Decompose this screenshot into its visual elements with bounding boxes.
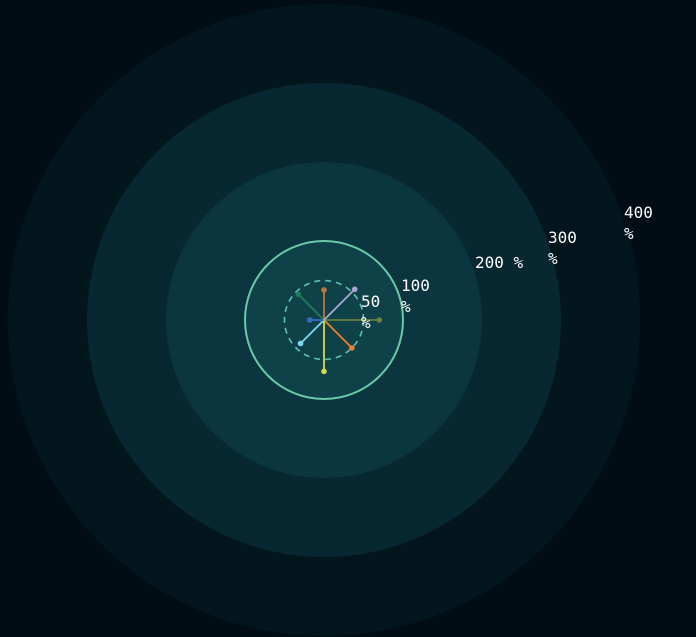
ring-label-unit-300: %	[548, 249, 558, 268]
ring-label-unit-50: %	[361, 313, 371, 332]
spoke-0	[324, 317, 383, 323]
spoke-end-point	[321, 368, 327, 375]
spoke-layer	[295, 286, 383, 375]
ring-label-300: 300	[548, 228, 577, 247]
ring-100-outline	[244, 240, 404, 400]
spoke-end-point	[295, 291, 302, 298]
spoke-end-point	[306, 317, 313, 323]
spoke-line	[323, 319, 353, 349]
ring-label-100: 100	[401, 276, 430, 295]
spoke-line	[299, 319, 325, 345]
ring-label-unit-400: %	[624, 224, 634, 243]
spoke-6	[321, 287, 327, 320]
ring-label-layer: 400% 300% 200 % 100% 50%	[361, 203, 653, 332]
spoke-end-point	[297, 340, 304, 347]
spoke-3	[297, 319, 325, 347]
spoke-end-point	[376, 317, 383, 323]
ring-label-unit-100: %	[401, 297, 411, 316]
spoke-5	[295, 291, 325, 321]
spoke-end-point	[321, 287, 327, 293]
ring-label-50: 50	[361, 292, 380, 311]
spoke-end-point	[349, 345, 355, 351]
spoke-2	[321, 320, 327, 375]
spoke-line	[323, 288, 356, 321]
spoke-7	[323, 286, 358, 321]
ring-label-400: 400	[624, 203, 653, 222]
spoke-end-point	[351, 286, 358, 293]
spoke-line	[297, 293, 325, 321]
spoke-4	[306, 317, 324, 323]
spoke-1	[323, 319, 355, 351]
ring-label-200: 200 %	[475, 253, 524, 272]
